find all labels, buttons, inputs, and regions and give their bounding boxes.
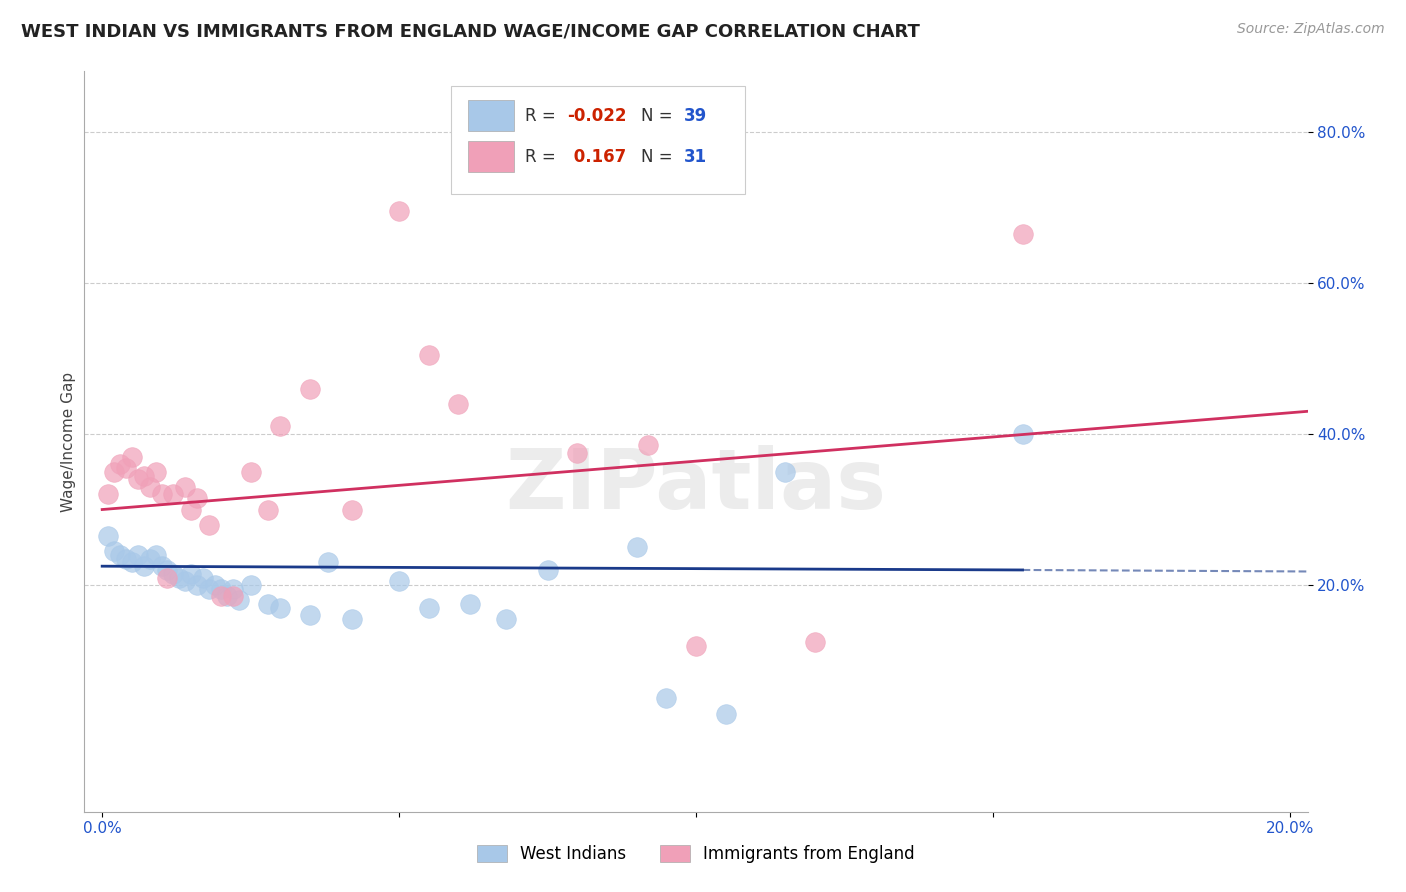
Point xyxy=(388,204,411,219)
Point xyxy=(198,582,221,596)
Point xyxy=(228,593,250,607)
Point xyxy=(156,563,179,577)
Point xyxy=(803,634,825,648)
Point xyxy=(150,559,173,574)
Point xyxy=(108,457,131,471)
Text: R =: R = xyxy=(524,107,561,125)
Point xyxy=(115,551,138,566)
Point xyxy=(460,597,482,611)
Point xyxy=(127,548,149,562)
Point xyxy=(180,502,202,516)
Point xyxy=(108,548,131,562)
Text: N =: N = xyxy=(641,107,678,125)
Point xyxy=(198,517,221,532)
Point xyxy=(97,529,120,543)
Point xyxy=(215,590,238,604)
Point xyxy=(637,438,659,452)
Point xyxy=(536,563,558,577)
Point xyxy=(132,559,155,574)
Text: -0.022: -0.022 xyxy=(568,107,627,125)
Point xyxy=(685,639,707,653)
Point xyxy=(156,570,179,584)
Point xyxy=(1011,427,1033,442)
Point xyxy=(121,556,143,570)
Point xyxy=(1011,227,1033,241)
Point xyxy=(239,465,262,479)
Point xyxy=(239,578,262,592)
Point xyxy=(191,570,214,584)
Point xyxy=(257,502,280,516)
Point xyxy=(186,578,208,592)
Point xyxy=(222,590,245,604)
Text: WEST INDIAN VS IMMIGRANTS FROM ENGLAND WAGE/INCOME GAP CORRELATION CHART: WEST INDIAN VS IMMIGRANTS FROM ENGLAND W… xyxy=(21,22,920,40)
Y-axis label: Wage/Income Gap: Wage/Income Gap xyxy=(60,371,76,512)
Point xyxy=(418,600,440,615)
Point xyxy=(655,691,678,706)
Point xyxy=(174,480,197,494)
Point xyxy=(162,487,184,501)
Point xyxy=(495,612,517,626)
Text: 39: 39 xyxy=(683,107,707,125)
Text: 31: 31 xyxy=(683,147,707,166)
Point xyxy=(145,548,167,562)
Point xyxy=(103,544,125,558)
FancyBboxPatch shape xyxy=(468,100,513,131)
Point xyxy=(567,446,589,460)
FancyBboxPatch shape xyxy=(468,141,513,172)
Point xyxy=(298,608,321,623)
Point xyxy=(257,597,280,611)
Point xyxy=(186,491,208,506)
Point xyxy=(145,465,167,479)
Text: Source: ZipAtlas.com: Source: ZipAtlas.com xyxy=(1237,22,1385,37)
Point xyxy=(714,706,737,721)
Legend: West Indians, Immigrants from England: West Indians, Immigrants from England xyxy=(471,838,921,870)
Point xyxy=(174,574,197,589)
Point xyxy=(388,574,411,589)
FancyBboxPatch shape xyxy=(451,87,745,194)
Point xyxy=(150,487,173,501)
Point xyxy=(773,465,796,479)
Point xyxy=(269,600,291,615)
Point xyxy=(298,382,321,396)
Point xyxy=(447,397,470,411)
Point xyxy=(209,590,232,604)
Point xyxy=(269,419,291,434)
Point xyxy=(316,556,339,570)
Point xyxy=(204,578,226,592)
Text: 0.167: 0.167 xyxy=(568,147,626,166)
Text: ZIPatlas: ZIPatlas xyxy=(506,445,886,526)
Point xyxy=(340,612,363,626)
Text: N =: N = xyxy=(641,147,678,166)
Point xyxy=(209,582,232,596)
Point xyxy=(138,480,160,494)
Point xyxy=(418,348,440,362)
Point xyxy=(169,570,191,584)
Point xyxy=(97,487,120,501)
Point xyxy=(180,566,202,581)
Point xyxy=(103,465,125,479)
Point xyxy=(115,461,138,475)
Point xyxy=(138,551,160,566)
Text: R =: R = xyxy=(524,147,561,166)
Point xyxy=(340,502,363,516)
Point xyxy=(162,566,184,581)
Point xyxy=(626,541,648,555)
Point xyxy=(121,450,143,464)
Point xyxy=(132,468,155,483)
Point xyxy=(222,582,245,596)
Point xyxy=(127,472,149,486)
